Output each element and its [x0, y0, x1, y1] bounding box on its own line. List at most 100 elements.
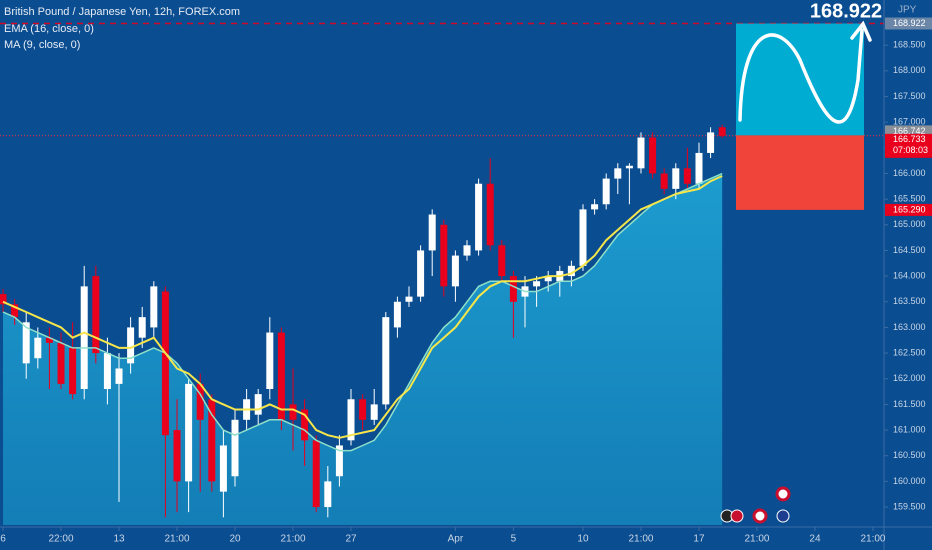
candle-body: [185, 383, 193, 482]
candle-body: [92, 276, 100, 354]
candle-body: [69, 347, 77, 395]
candle-body: [22, 322, 30, 364]
candle-body: [591, 204, 599, 210]
price-label: 168.922: [893, 18, 926, 28]
x-tick-label: 21:00: [280, 534, 305, 545]
candle-body: [173, 430, 181, 482]
event-icon[interactable]: [775, 486, 791, 502]
x-tick-label: 10: [577, 534, 589, 545]
indicator-label: MA (9, close, 0): [4, 39, 80, 51]
candle-body: [150, 286, 158, 328]
candle-body: [11, 304, 19, 318]
event-icon[interactable]: [752, 508, 768, 524]
candle-body: [625, 165, 633, 169]
y-tick-label: 163.500: [893, 296, 926, 306]
currency-label: JPY: [898, 5, 917, 16]
x-tick-label: Apr: [448, 534, 464, 545]
x-tick-label: 20: [229, 534, 241, 545]
candle-body: [475, 183, 483, 251]
price-label: 166.742: [893, 126, 926, 136]
y-tick-label: 161.000: [893, 424, 926, 434]
x-tick-label: 21:00: [628, 534, 653, 545]
candle-body: [80, 286, 88, 390]
y-tick-label: 164.000: [893, 270, 926, 280]
candle-body: [219, 445, 227, 492]
y-tick-label: 163.000: [893, 322, 926, 332]
candle-body: [359, 399, 367, 420]
event-icons[interactable]: [720, 486, 791, 524]
y-tick-label: 160.500: [893, 450, 926, 460]
candle-body: [370, 404, 378, 420]
price-label: 165.290: [893, 204, 926, 214]
y-tick-label: 161.500: [893, 399, 926, 409]
candle-body: [266, 332, 274, 390]
candle-body: [0, 294, 7, 305]
candle-body: [683, 168, 691, 184]
y-tick-label: 162.000: [893, 373, 926, 383]
candle-body: [533, 281, 541, 287]
candle-body: [45, 337, 53, 343]
y-tick-label: 159.500: [893, 501, 926, 511]
ma-area: [3, 173, 723, 525]
x-tick-label: 5: [511, 534, 517, 545]
candle-body: [695, 152, 703, 184]
candle-body: [382, 317, 390, 405]
x-tick-label: 6: [0, 534, 6, 545]
target-label: 168.922: [810, 0, 882, 22]
candle-body: [672, 168, 680, 189]
candle-body: [602, 178, 610, 205]
projection-curve: [738, 28, 864, 124]
candle-body: [393, 301, 401, 328]
candle-body: [138, 317, 146, 338]
candle-body: [347, 399, 355, 441]
candle-body: [544, 276, 552, 282]
candle-body: [161, 291, 169, 436]
candle-body: [335, 445, 343, 477]
candle-body: [440, 224, 448, 287]
candle-body: [405, 296, 413, 302]
candle-body: [509, 276, 517, 302]
x-tick-label: 22:00: [48, 534, 73, 545]
candle-body: [718, 127, 726, 136]
x-tick-label: 27: [345, 534, 357, 545]
candle-body: [196, 383, 204, 420]
candle-body: [498, 245, 506, 277]
event-icon[interactable]: [776, 509, 790, 523]
y-tick-label: 167.500: [893, 91, 926, 101]
y-tick-label: 164.500: [893, 245, 926, 255]
candle-body: [486, 183, 494, 246]
candle-body: [637, 137, 645, 169]
candle-body: [254, 394, 262, 415]
y-tick-label: 160.000: [893, 476, 926, 486]
candle-body: [567, 265, 575, 277]
x-tick-label: 17: [693, 534, 705, 545]
indicator-line: [2, 172, 723, 452]
x-tick-label: 13: [113, 534, 125, 545]
candle-body: [649, 137, 657, 174]
candle-body: [103, 353, 111, 390]
candle-body: [57, 342, 65, 384]
candle-body: [301, 409, 309, 441]
x-tick-label: 24: [809, 534, 821, 545]
candle-body: [208, 399, 216, 482]
candle-body: [660, 173, 668, 189]
indicator-label: EMA (16, close, 0): [4, 23, 94, 35]
candle-body: [579, 209, 587, 266]
y-tick-label: 165.000: [893, 219, 926, 229]
candle-body: [417, 250, 425, 297]
candle-body: [312, 440, 320, 508]
x-tick-label: 21:00: [860, 534, 885, 545]
candle-body: [34, 337, 42, 359]
candle-body: [707, 132, 715, 153]
price-label-bg: [885, 17, 932, 30]
price-label-bg: [885, 125, 932, 138]
candle-body: [231, 419, 239, 477]
price-label: 166.733: [893, 134, 926, 144]
price-label-bg: [885, 133, 932, 158]
x-tick-label: 21:00: [744, 534, 769, 545]
candle-body: [463, 245, 471, 256]
stop-zone: [736, 135, 864, 210]
event-icon[interactable]: [730, 509, 744, 523]
candle-body: [614, 168, 622, 179]
